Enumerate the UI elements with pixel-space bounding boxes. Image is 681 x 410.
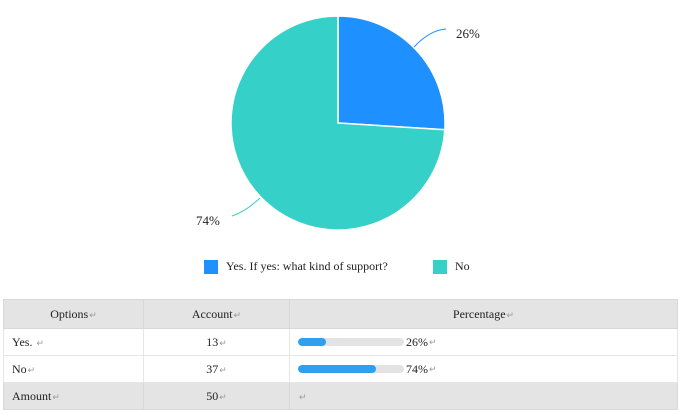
header-account: Account↵ <box>143 299 290 329</box>
cell-account: 50↵ <box>143 382 290 410</box>
table-row: Yes. ↵ 13↵ 26% ↵ <box>3 328 678 356</box>
leader-line-yes <box>413 28 447 48</box>
cell-percentage: 26% ↵ <box>289 328 678 356</box>
table-row: No↵ 37↵ 74% ↵ <box>3 355 678 383</box>
cell-percentage: ↵ <box>289 382 678 410</box>
cell-account: 37↵ <box>143 355 290 383</box>
progress-bar-track <box>298 365 404 373</box>
percentage-text: 74% <box>406 361 428 376</box>
pie-label-no: 74% <box>196 213 220 228</box>
percentage-text: 26% <box>406 334 428 349</box>
pie-label-yes: 26% <box>456 26 480 41</box>
chart-legend: Yes. If yes: what kind of support? No <box>0 259 681 277</box>
pie-chart: 26% 74% <box>196 15 480 231</box>
cell-option: Yes. ↵ <box>3 328 144 356</box>
legend-swatch-yes <box>204 259 218 274</box>
legend-label-yes: Yes. If yes: what kind of support? <box>226 259 388 273</box>
table-total-row: Amount↵ 50↵ ↵ <box>3 382 678 410</box>
pie-slice-yes <box>337 15 446 131</box>
progress-bar-fill <box>298 365 377 373</box>
pie-slice-no <box>230 15 446 231</box>
header-options: Options↵ <box>3 299 144 329</box>
leader-line-no <box>231 197 261 217</box>
cell-option: No↵ <box>3 355 144 383</box>
legend-item-no: No <box>433 259 470 274</box>
cell-account: 13↵ <box>143 328 290 356</box>
legend-item-yes: Yes. If yes: what kind of support? <box>204 259 388 274</box>
summary-table: Options↵ Account↵ Percentage↵ Yes. ↵ 13↵… <box>3 299 678 410</box>
header-percentage: Percentage↵ <box>289 299 678 329</box>
table-header-row: Options↵ Account↵ Percentage↵ <box>3 299 678 329</box>
progress-bar-fill <box>298 338 326 346</box>
legend-swatch-no <box>433 259 447 274</box>
cell-percentage: 74% ↵ <box>289 355 678 383</box>
progress-bar-track <box>298 338 404 346</box>
cell-option: Amount↵ <box>3 382 144 410</box>
legend-label-no: No <box>455 259 470 273</box>
